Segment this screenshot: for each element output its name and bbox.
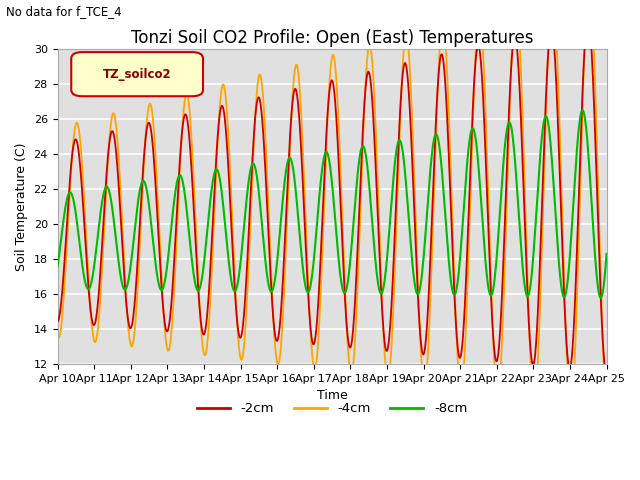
FancyBboxPatch shape [71,52,203,96]
Y-axis label: Soil Temperature (C): Soil Temperature (C) [15,142,28,271]
X-axis label: Time: Time [317,389,348,402]
Text: TZ_soilco2: TZ_soilco2 [103,68,172,81]
Text: No data for f_TCE_4: No data for f_TCE_4 [6,5,122,18]
Legend: -2cm, -4cm, -8cm: -2cm, -4cm, -8cm [191,397,472,420]
Title: Tonzi Soil CO2 Profile: Open (East) Temperatures: Tonzi Soil CO2 Profile: Open (East) Temp… [131,29,533,48]
